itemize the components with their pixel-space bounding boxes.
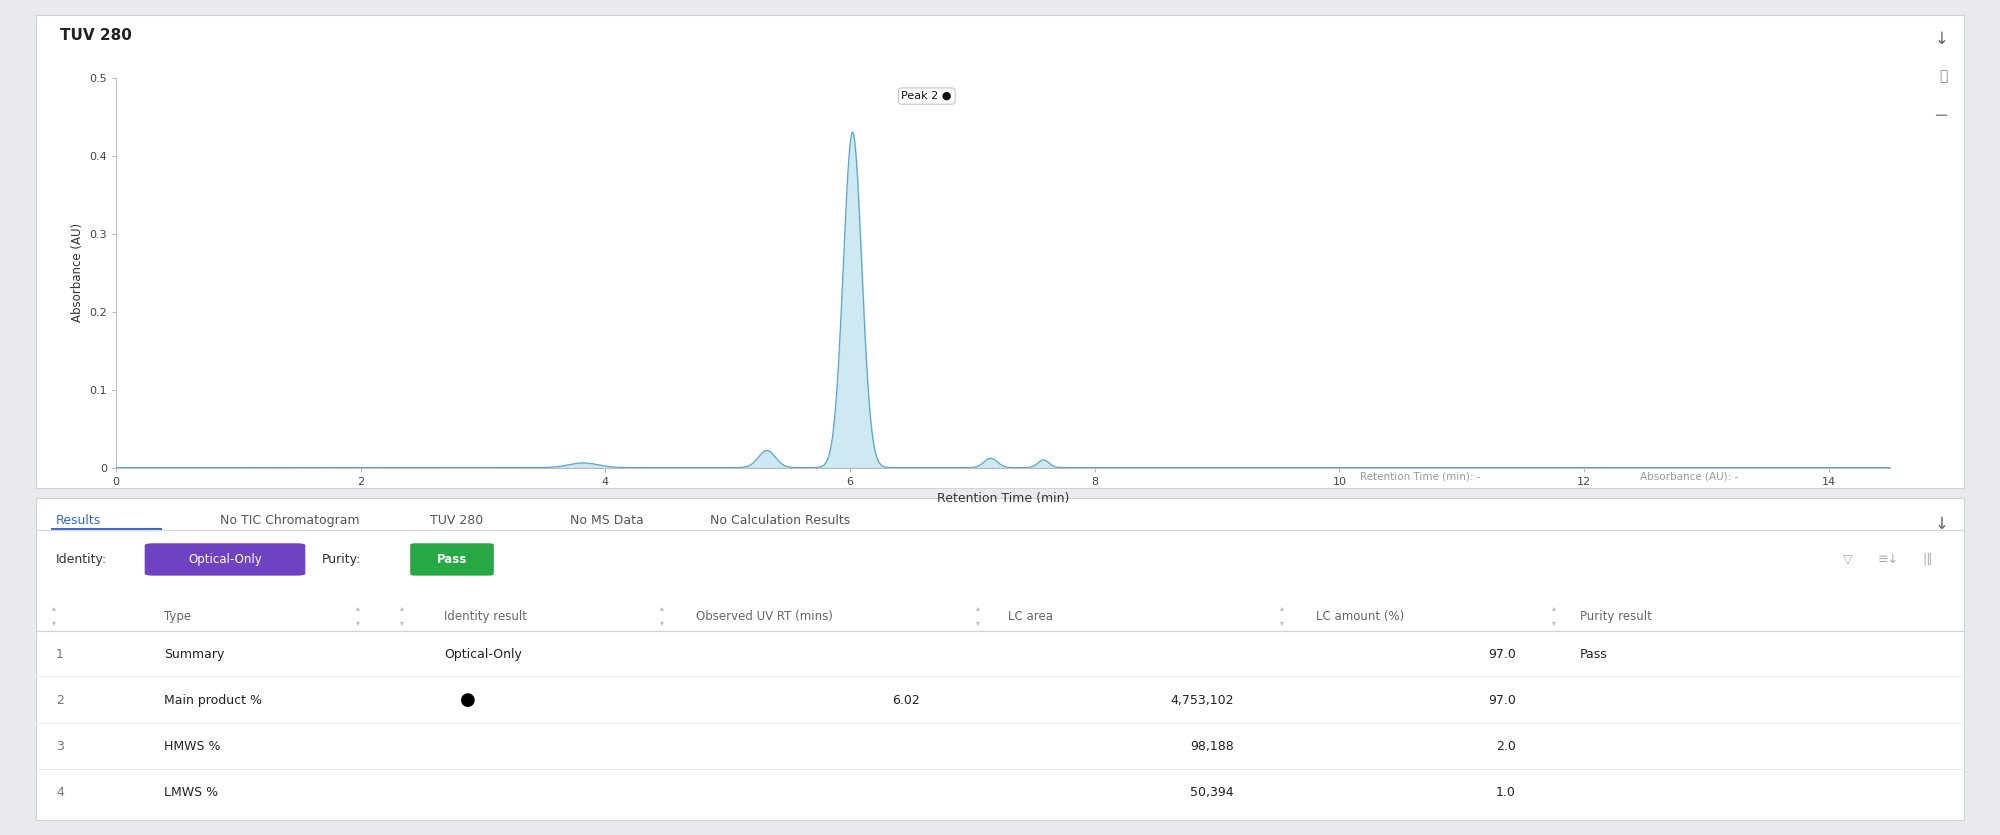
Text: |‖: |‖ [1922,553,1934,566]
Text: Summary: Summary [164,648,224,660]
FancyBboxPatch shape [410,544,494,575]
Text: ▾: ▾ [1552,619,1556,627]
Text: TUV 280: TUV 280 [60,28,132,43]
Text: ▾: ▾ [1280,619,1284,627]
Text: ▴: ▴ [52,604,56,612]
Text: ↓: ↓ [1934,30,1948,48]
Text: LC amount (%): LC amount (%) [1316,610,1404,623]
Text: Type: Type [164,610,192,623]
Text: Results: Results [56,514,102,527]
Text: ↓: ↓ [1934,515,1948,534]
Text: 4: 4 [56,787,64,799]
Text: No TIC Chromatogram: No TIC Chromatogram [220,514,360,527]
Text: ▾: ▾ [660,619,664,627]
Text: ▴: ▴ [1280,604,1284,612]
Text: LC area: LC area [1008,610,1052,623]
Text: 97.0: 97.0 [1488,694,1516,707]
Text: 1: 1 [56,648,64,660]
Text: −: − [1932,107,1948,125]
Text: 4,753,102: 4,753,102 [1170,694,1234,707]
Text: Main product %: Main product % [164,694,262,707]
Text: Peak 2 ●: Peak 2 ● [902,91,952,101]
Text: No Calculation Results: No Calculation Results [710,514,850,527]
FancyBboxPatch shape [144,544,306,575]
Text: 2: 2 [56,694,64,707]
Text: ▾: ▾ [976,619,980,627]
Text: Optical-Only: Optical-Only [188,553,262,566]
Text: ▾: ▾ [52,619,56,627]
Text: No MS Data: No MS Data [570,514,644,527]
Text: Retention Time (min): -: Retention Time (min): - [1360,472,1480,482]
Text: HMWS %: HMWS % [164,740,220,753]
Text: 50,394: 50,394 [1190,787,1234,799]
Text: 97.0: 97.0 [1488,648,1516,660]
Text: ＋: ＋ [1940,69,1948,84]
Text: 1.0: 1.0 [1496,787,1516,799]
Text: Pass: Pass [436,553,468,566]
Text: Identity result: Identity result [444,610,528,623]
Text: Purity:: Purity: [322,553,362,566]
Y-axis label: Absorbance (AU): Absorbance (AU) [70,223,84,322]
Text: ▴: ▴ [356,604,360,612]
Text: ≡↓: ≡↓ [1878,553,1898,566]
Text: 3: 3 [56,740,64,753]
X-axis label: Retention Time (min): Retention Time (min) [936,492,1070,505]
Text: Pass: Pass [1580,648,1608,660]
Text: TUV 280: TUV 280 [430,514,484,527]
Text: ▴: ▴ [400,604,404,612]
Text: Purity result: Purity result [1580,610,1652,623]
Text: ▴: ▴ [1552,604,1556,612]
Text: ▾: ▾ [400,619,404,627]
Text: ●: ● [460,691,476,710]
Text: Observed UV RT (mins): Observed UV RT (mins) [696,610,832,623]
Text: ▴: ▴ [976,604,980,612]
Text: ▽: ▽ [1844,553,1852,566]
Text: Absorbance (AU): -: Absorbance (AU): - [1640,472,1738,482]
Text: LMWS %: LMWS % [164,787,218,799]
Text: 98,188: 98,188 [1190,740,1234,753]
Text: Optical-Only: Optical-Only [444,648,522,660]
Text: ▴: ▴ [660,604,664,612]
Text: 6.02: 6.02 [892,694,920,707]
Text: 2.0: 2.0 [1496,740,1516,753]
Text: ▾: ▾ [356,619,360,627]
Text: Identity:: Identity: [56,553,108,566]
